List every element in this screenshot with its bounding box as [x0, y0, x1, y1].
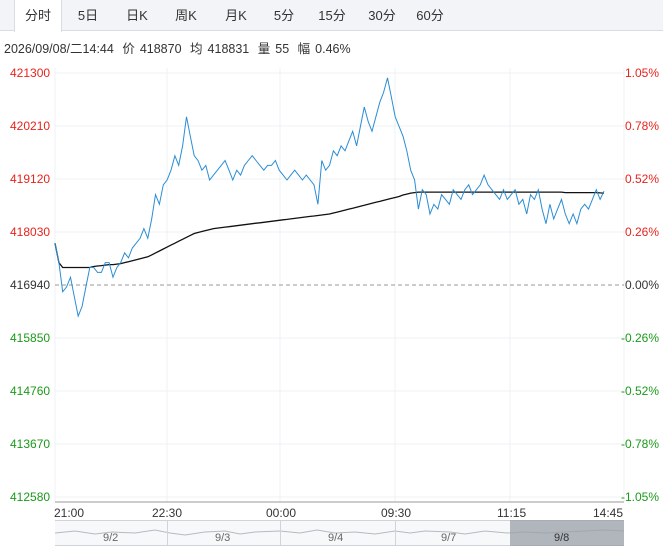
avg-value: 418831: [207, 42, 250, 56]
volume-value: 55: [275, 42, 290, 56]
tab-5min[interactable]: 5分: [273, 8, 295, 23]
y-label-left: 413670: [10, 437, 51, 451]
y-label-right: -1.05%: [620, 490, 659, 504]
x-label: 14:45: [593, 506, 624, 520]
navigator-day: 9/4: [328, 532, 344, 544]
tab-60min[interactable]: 60分: [416, 8, 444, 23]
x-label: 21:00: [54, 506, 85, 520]
avg-price-line: [54, 191, 605, 269]
y-label-right: 1.05%: [624, 66, 659, 80]
tab-5day[interactable]: 5日: [77, 8, 99, 23]
x-label: 09:30: [381, 506, 412, 520]
price-label: 价: [122, 42, 135, 56]
navigator-selection[interactable]: [510, 520, 624, 546]
navigator-day: 9/8: [554, 532, 570, 544]
y-label-right: -0.26%: [620, 331, 659, 345]
tab-monthly-k[interactable]: 月K: [225, 8, 247, 23]
y-label-left: 416940: [10, 278, 51, 292]
y-label-left: 420210: [10, 119, 51, 133]
navigator-divider: [395, 521, 396, 545]
navigator-divider: [167, 521, 168, 545]
y-label-left: 415850: [10, 331, 51, 345]
y-label-right: -0.78%: [620, 437, 659, 451]
change-value: 0.46%: [315, 42, 351, 56]
y-label-left: 419120: [10, 172, 51, 186]
y-label-right: 0.00%: [624, 278, 659, 292]
tab-weekly-k[interactable]: 周K: [175, 8, 197, 23]
volume-label: 量: [257, 42, 271, 56]
tab-daily-k[interactable]: 日K: [126, 8, 148, 23]
tab-intraday[interactable]: 分时: [14, 0, 62, 32]
y-label-right: 0.52%: [624, 172, 659, 186]
price-line: [54, 77, 605, 318]
y-label-right: 0.78%: [624, 119, 659, 133]
x-label: 22:30: [152, 506, 183, 520]
navigator-day: 9/3: [215, 532, 231, 544]
y-label-left: 421300: [10, 66, 51, 80]
navigator-day: 9/2: [103, 532, 119, 544]
datetime: 2026/09/08/二14:44: [4, 42, 114, 56]
y-label-left: 418030: [10, 225, 51, 239]
x-label: 00:00: [266, 506, 297, 520]
y-label-right: 0.26%: [624, 225, 659, 239]
x-label: 11:15: [497, 506, 527, 520]
navigator-day: 9/7: [441, 532, 457, 544]
y-label-left: 414760: [10, 384, 51, 398]
change-label: 幅: [297, 42, 311, 56]
y-label-right: -0.52%: [620, 384, 659, 398]
price-value: 418870: [139, 42, 182, 56]
y-label-left: 412580: [10, 490, 51, 504]
navigator-divider: [280, 521, 281, 545]
period-tabs: 分时 5日 日K 周K 月K 5分 15分 30分 60分: [0, 0, 663, 32]
tab-30min[interactable]: 30分: [368, 8, 396, 23]
tab-15min[interactable]: 15分: [318, 8, 346, 23]
avg-label: 均: [190, 42, 203, 56]
